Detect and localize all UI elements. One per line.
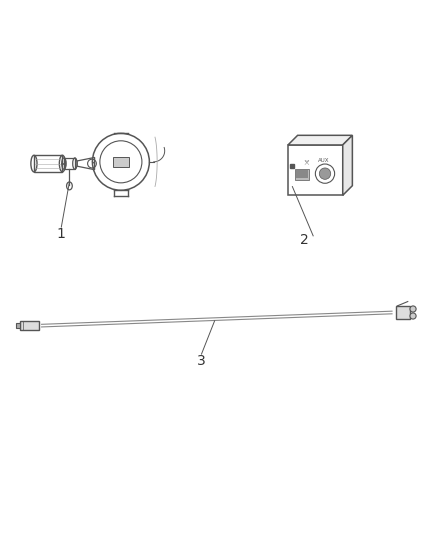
Circle shape	[319, 168, 331, 179]
Polygon shape	[295, 169, 309, 180]
Text: 1: 1	[57, 227, 66, 241]
Text: ⚔: ⚔	[303, 157, 309, 163]
Text: 2: 2	[300, 233, 309, 247]
Polygon shape	[288, 135, 352, 145]
Polygon shape	[396, 306, 410, 319]
Polygon shape	[113, 157, 129, 167]
Circle shape	[410, 306, 416, 312]
Text: 3: 3	[197, 354, 206, 368]
Polygon shape	[296, 170, 308, 179]
Polygon shape	[16, 323, 20, 328]
Polygon shape	[343, 135, 352, 195]
Text: AUX: AUX	[318, 158, 329, 163]
Polygon shape	[20, 321, 39, 330]
Circle shape	[410, 313, 416, 319]
